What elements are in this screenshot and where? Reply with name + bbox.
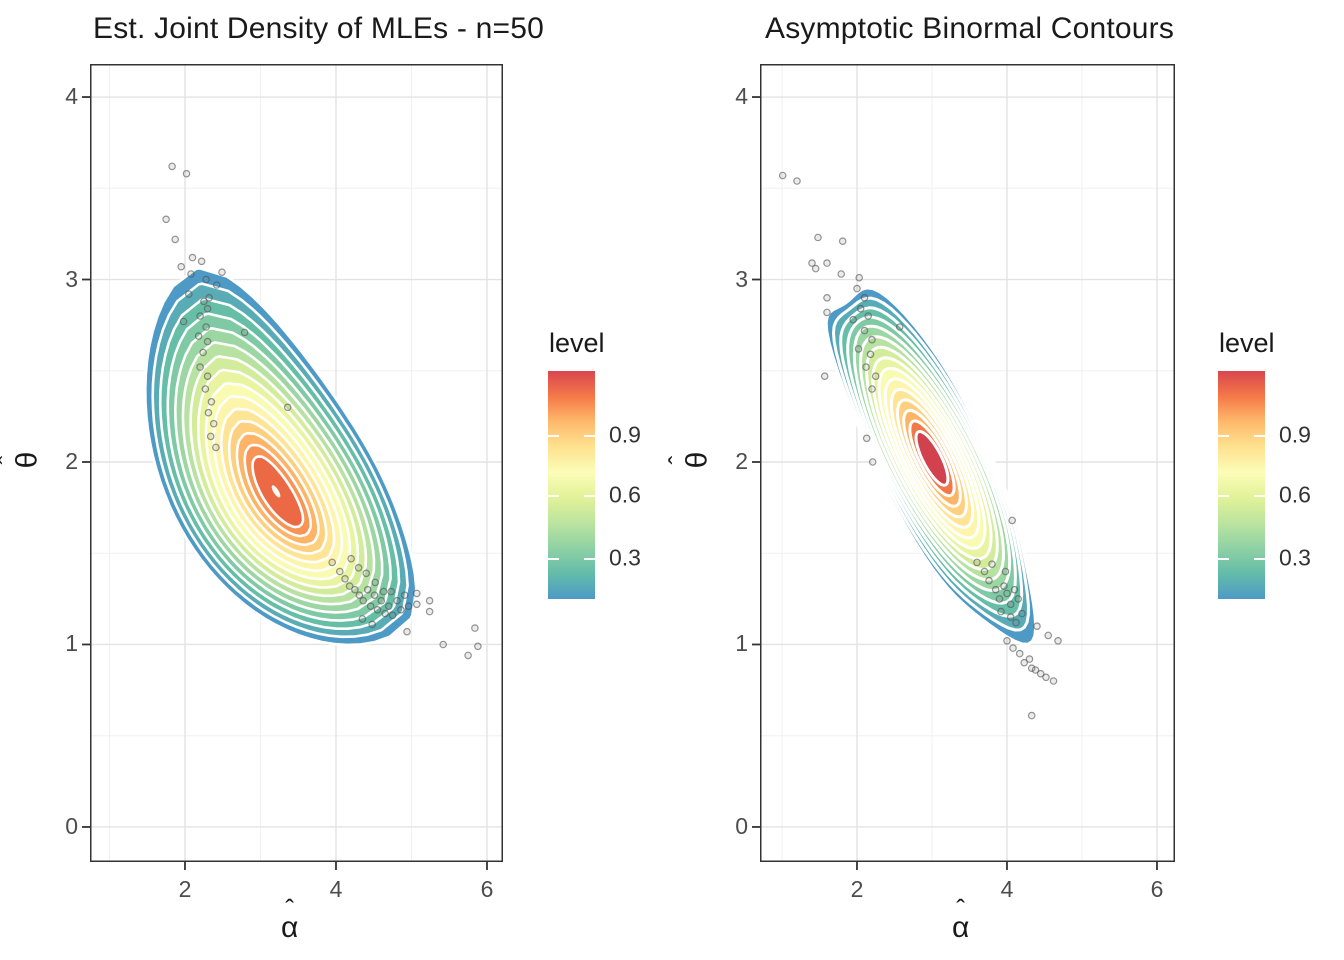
- legend-colorbar: [1218, 371, 1265, 599]
- legend-tick-mark: [548, 558, 559, 561]
- left-y-axis-title: ˆ θ: [0, 452, 43, 469]
- alpha-letter: α: [281, 911, 299, 944]
- legend-label-0.3: 0.3: [609, 544, 641, 571]
- right-plot-title: Asymptotic Binormal Contours: [765, 12, 1175, 45]
- legend-tick-mark: [548, 434, 559, 437]
- legend-label-0.6: 0.6: [609, 481, 641, 508]
- y-tick-label: 4: [735, 82, 748, 109]
- legend-label-0.6: 0.6: [1279, 481, 1311, 508]
- right-y-axis-title: ˆ θ: [663, 452, 713, 469]
- x-tick-label: 2: [850, 876, 864, 902]
- right-legend: level 0.9 0.6 0.3: [1218, 328, 1338, 599]
- y-tick-label: 2: [65, 447, 78, 474]
- y-tick-label: 0: [65, 812, 78, 839]
- alpha-letter: α: [952, 911, 970, 944]
- legend-tick-mark: [584, 434, 595, 437]
- legend-title: level: [1219, 328, 1275, 358]
- legend-tick-mark: [1254, 558, 1265, 561]
- x-tick-label: 6: [480, 876, 494, 902]
- y-tick-label: 4: [65, 82, 78, 109]
- legend-label-0.9: 0.9: [609, 421, 641, 448]
- y-tick-label: 0: [735, 812, 748, 839]
- legend-tick-mark: [1254, 434, 1265, 437]
- alpha-hat-accent: ˆ: [285, 894, 294, 924]
- legend-tick-mark: [1218, 434, 1229, 437]
- legend-label-0.9: 0.9: [1279, 421, 1311, 448]
- y-tick-label: 1: [65, 630, 78, 657]
- left-legend: level 0.9 0.6 0.3: [548, 328, 668, 599]
- left-plot-area: [82, 64, 503, 870]
- x-tick-label: 2: [178, 876, 192, 902]
- left-x-axis-title: ˆ α: [281, 894, 299, 944]
- y-tick-label: 2: [735, 447, 748, 474]
- legend-label-0.3: 0.3: [1279, 544, 1311, 571]
- legend-tick-mark: [584, 558, 595, 561]
- y-tick-label: 1: [735, 630, 748, 657]
- legend-tick-mark: [584, 494, 595, 497]
- legend-tick-mark: [1254, 494, 1265, 497]
- legend-tick-mark: [548, 494, 559, 497]
- x-tick-label: 4: [1000, 876, 1014, 902]
- legend-tick-mark: [1218, 558, 1229, 561]
- legend-title: level: [549, 328, 605, 358]
- legend-colorbar: [548, 371, 595, 599]
- left-plot-title: Est. Joint Density of MLEs - n=50: [93, 12, 544, 45]
- legend-tick-mark: [1218, 494, 1229, 497]
- right-x-axis-title: ˆ α: [952, 894, 970, 944]
- right-plot-area: [752, 64, 1175, 870]
- x-tick-label: 6: [1150, 876, 1164, 902]
- x-tick-label: 4: [329, 876, 343, 902]
- alpha-hat-accent: ˆ: [956, 894, 965, 924]
- y-tick-label: 3: [735, 265, 748, 292]
- y-tick-label: 3: [65, 265, 78, 292]
